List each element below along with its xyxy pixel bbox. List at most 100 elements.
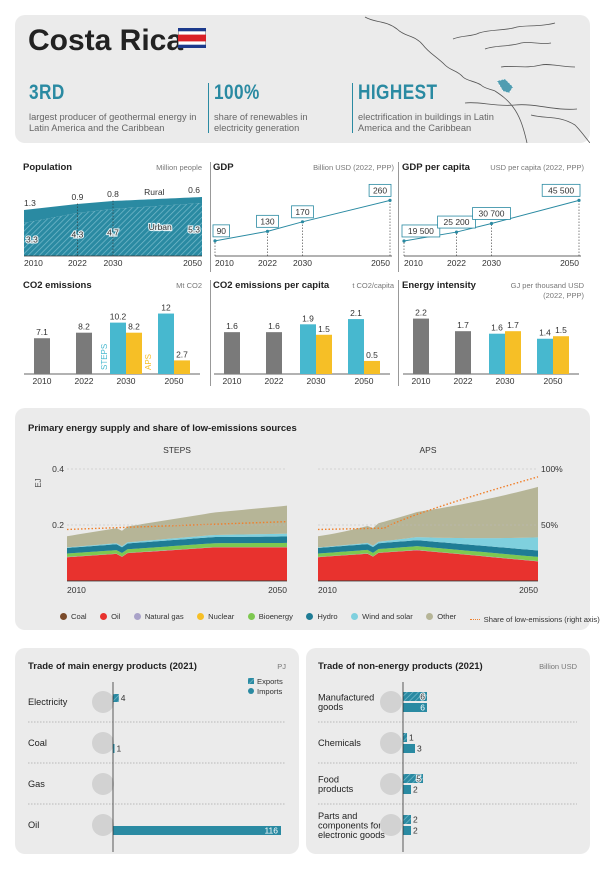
- bar-value-label: 2: [413, 826, 418, 836]
- bar-value-label: 3: [417, 744, 422, 754]
- panel-divider: [398, 162, 399, 272]
- bar-value-label: 8.2: [78, 322, 90, 332]
- right-tick-label: 50%: [541, 520, 558, 530]
- x-tick-label: 2050: [371, 258, 390, 268]
- value-label-box: [368, 183, 392, 197]
- urban-value-label: 5.3: [188, 225, 200, 235]
- co2-per-capita-chart: 1.6 1.6 1.9 1.5 2.1 0.5 2010 2022 2030 2050: [214, 308, 390, 386]
- x-tick-label: 2010: [412, 376, 431, 386]
- x-tick-label: 2030: [117, 376, 136, 386]
- bar-value-label: 4: [121, 693, 126, 703]
- gdp-panel: GDP Billion USD (2022, PPP) 2010 90 2022 13…: [212, 158, 394, 273]
- legend-nuclear: Nuclear: [197, 612, 234, 621]
- value-label: 45 500: [548, 185, 574, 195]
- historical-bar: [224, 332, 240, 374]
- flag-icon: [178, 28, 206, 48]
- panel-title: CO2 emissions per capita: [213, 280, 330, 291]
- region-map: [364, 16, 590, 143]
- area-other: [67, 505, 287, 548]
- rural-area: [24, 197, 202, 223]
- value-label: 90: [217, 226, 227, 236]
- rural-value-label: 0.9: [71, 192, 83, 202]
- value-label-box: [212, 224, 231, 238]
- panel-unit: Billion USD: [539, 662, 577, 671]
- bar-value-label: 1.5: [555, 325, 567, 335]
- imports-bar: [403, 785, 411, 794]
- historical-bar: [34, 338, 50, 374]
- legend-oil: Oil: [100, 612, 120, 621]
- panel-title: GDP per capita: [402, 162, 470, 173]
- x-tick-label: 2022: [265, 376, 284, 386]
- value-label-box: [291, 205, 314, 219]
- urban-value-label: 4.7: [107, 228, 119, 238]
- steps-bar: [348, 319, 364, 374]
- bar-value-label: 1.4: [539, 328, 551, 338]
- urban-area: [24, 203, 202, 256]
- header-card: Costa Rica 3RD largest producer of geoth…: [15, 15, 590, 143]
- panel-unit: Mt CO2: [176, 281, 202, 290]
- area-bio: [318, 546, 538, 562]
- historical-bar: [76, 332, 92, 374]
- legend-coal: Coal: [60, 612, 87, 621]
- aps-bar: [316, 334, 332, 374]
- data-point: [265, 229, 270, 233]
- share-line: [317, 476, 539, 531]
- share-line: [66, 520, 288, 531]
- row-label: Manufactured goods: [318, 693, 374, 713]
- x-tick-label: 2022: [68, 258, 87, 268]
- stat-1-text: largest producer of geothermal energy in…: [29, 112, 197, 133]
- bar-value-label: 1: [409, 733, 414, 743]
- y-axis-label: EJ: [34, 478, 43, 487]
- imports-bar: [403, 744, 415, 753]
- product-icon: [380, 732, 402, 754]
- bar-value-label: 1.6: [226, 321, 238, 331]
- value-label-box: [472, 207, 511, 220]
- panel-title: Population: [23, 162, 73, 173]
- aps-scenario-label: APS: [144, 354, 153, 370]
- value-label-box: [401, 224, 441, 238]
- x-tick-label: 2050: [183, 258, 202, 268]
- area-hydro: [318, 540, 538, 557]
- trade-non-energy-card: Trade of non-energy products (2021) Bill…: [306, 648, 590, 854]
- value-label-box: [541, 183, 581, 197]
- x-tick-label: 2022: [258, 258, 277, 268]
- exports-bar: [403, 815, 411, 824]
- value-label: 130: [260, 216, 274, 226]
- imports-bar: [113, 826, 281, 835]
- bar-value-label: 5: [416, 774, 421, 784]
- bar-value-label: 0.5: [366, 350, 378, 360]
- right-tick-label: 100%: [541, 464, 563, 474]
- stat-2-text: share of renewables in electricity gener…: [214, 112, 308, 133]
- x-tick-label: 2022: [75, 376, 94, 386]
- row-label: Parts and components for electronic goods: [318, 811, 385, 840]
- product-icon: [380, 814, 402, 836]
- legend-exports-label: Exports: [257, 677, 283, 686]
- historical-bar: [413, 318, 429, 374]
- panel-divider: [398, 280, 399, 386]
- area-other: [318, 486, 538, 548]
- x-tick-label: 2030: [482, 258, 501, 268]
- area-oil: [67, 547, 287, 581]
- panel-divider: [210, 162, 211, 272]
- product-icon: [380, 773, 402, 795]
- primary-energy-card: Primary energy supply and share of low-e…: [15, 408, 600, 630]
- bar-value-label: 1.6: [491, 323, 503, 333]
- population-chart: 2010 1.3 3.3 2022 0.9 4.3 2030 0.8 4.7 2050 0.6 5.3…: [24, 185, 202, 268]
- bar-value-label: 2.7: [176, 349, 188, 359]
- exports-bar: [403, 774, 423, 783]
- stat-3-value: HIGHEST: [358, 81, 438, 104]
- co2-panel: CO2 emissions Mt CO2 7.1 8.2 10.2 8.2 12 2.7 2…: [22, 276, 204, 388]
- urban-value-label: 3.3: [26, 235, 38, 245]
- area-ws: [67, 533, 287, 548]
- row-label: Electricity: [28, 697, 68, 707]
- bar-value-label: 2.2: [415, 308, 427, 318]
- energy-intensity-chart: 2.2 1.7 1.6 1.7 1.4 1.5 2010 2022 2030 2050: [403, 308, 579, 386]
- steps-bar: [537, 338, 553, 374]
- x-tick-label: 2010: [67, 585, 86, 595]
- panel-title: Trade of non-energy products (2021): [318, 661, 483, 672]
- urban-value-label: 4.3: [71, 230, 83, 240]
- panel-unit: Billion USD (2022, PPP): [313, 163, 394, 172]
- legend-wind-solar: Wind and solar: [351, 612, 413, 621]
